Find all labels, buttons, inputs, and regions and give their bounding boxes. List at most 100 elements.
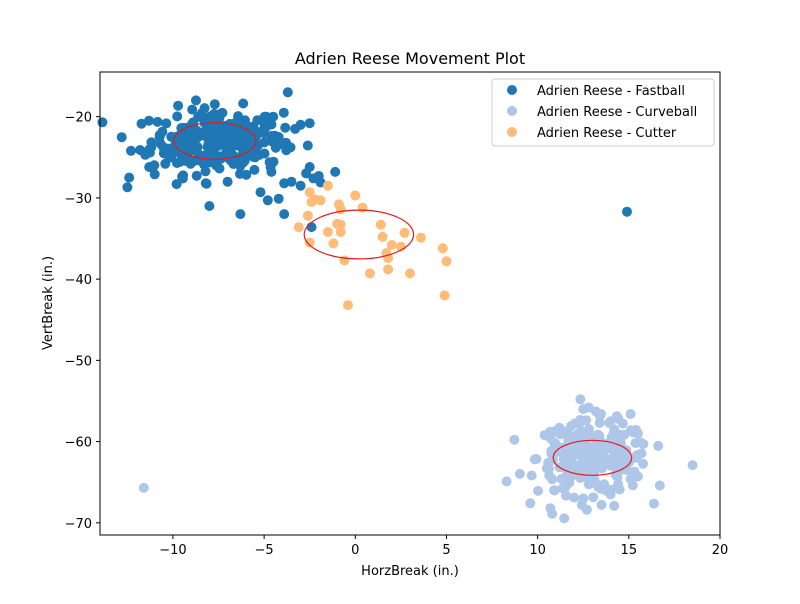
curveball-point bbox=[514, 468, 525, 479]
fastball-point bbox=[204, 121, 215, 132]
fastball-point bbox=[154, 130, 165, 140]
curveball-point bbox=[560, 462, 571, 473]
curveball-point bbox=[566, 421, 577, 431]
legend-marker-fastball bbox=[507, 85, 517, 95]
x-axis-label: HorzBreak (in.) bbox=[361, 564, 459, 579]
cutter-point bbox=[306, 197, 317, 207]
fastball-point bbox=[249, 164, 260, 175]
fastball-point bbox=[622, 206, 632, 217]
legend-marker-cutter bbox=[507, 127, 517, 137]
legend: Adrien Reese - Fastball Adrien Reese - C… bbox=[491, 78, 715, 147]
x-axis-ticks: −10 −5 0 5 10 15 20 bbox=[159, 535, 728, 558]
fastball-point bbox=[273, 193, 284, 204]
cutter-point bbox=[343, 300, 353, 311]
curveball-point bbox=[648, 498, 659, 509]
series-fastball bbox=[97, 87, 632, 233]
legend-marker-curveball bbox=[507, 106, 517, 116]
fastball-point bbox=[205, 111, 216, 122]
legend-label-curveball: Adrien Reese - Curveball bbox=[537, 105, 697, 120]
fastball-point bbox=[161, 118, 172, 129]
curveball-point bbox=[636, 448, 647, 459]
fastball-ellipse bbox=[173, 122, 257, 160]
fastball-point bbox=[306, 222, 317, 233]
x-tick-label: 5 bbox=[442, 543, 450, 558]
x-tick-label: 0 bbox=[351, 543, 359, 558]
fastball-point bbox=[247, 124, 258, 135]
fastball-point bbox=[167, 132, 178, 142]
fastball-point bbox=[191, 95, 201, 106]
fastball-point bbox=[259, 111, 270, 122]
curveball-point bbox=[622, 458, 633, 469]
curveball-point bbox=[529, 454, 540, 465]
cutter-point bbox=[335, 204, 346, 215]
cutter-point bbox=[399, 227, 410, 238]
curveball-point bbox=[630, 438, 641, 449]
cutter-point bbox=[350, 190, 361, 201]
curveball-point bbox=[596, 463, 607, 474]
cutter-point bbox=[386, 240, 397, 250]
fastball-point bbox=[266, 131, 277, 141]
curveball-point bbox=[559, 513, 570, 524]
fastball-point bbox=[226, 134, 237, 145]
fastball-point bbox=[204, 150, 215, 161]
fastball-point bbox=[192, 141, 203, 152]
curveball-point bbox=[576, 499, 587, 510]
fastball-point bbox=[282, 87, 293, 98]
curveball-point bbox=[588, 444, 599, 455]
cutter-point bbox=[377, 231, 388, 242]
cutter-point bbox=[328, 238, 339, 249]
cutter-point bbox=[335, 219, 346, 230]
fastball-point bbox=[225, 142, 236, 153]
cutter-point bbox=[439, 290, 450, 301]
fastball-point bbox=[146, 142, 157, 153]
fastball-point bbox=[286, 176, 297, 187]
cutter-point bbox=[405, 268, 415, 279]
fastball-point bbox=[221, 152, 232, 163]
curveball-point bbox=[609, 500, 620, 511]
plot-frame bbox=[99, 71, 721, 536]
fastball-point bbox=[149, 160, 160, 171]
curveball-point bbox=[629, 466, 640, 477]
curveball-point bbox=[653, 440, 664, 451]
fastball-point bbox=[265, 162, 276, 173]
curveball-point bbox=[608, 428, 619, 439]
curveball-point bbox=[549, 485, 560, 496]
curveball-point bbox=[571, 449, 582, 460]
legend-box bbox=[491, 78, 715, 147]
y-tick-label: −40 bbox=[65, 273, 92, 288]
fastball-point bbox=[279, 209, 290, 220]
fastball-point bbox=[249, 150, 260, 161]
curveball-point bbox=[590, 434, 601, 445]
cutter-point bbox=[293, 222, 304, 233]
fastball-point bbox=[187, 104, 198, 115]
fastball-point bbox=[234, 141, 245, 152]
curveball-point bbox=[587, 464, 598, 475]
fastball-point bbox=[222, 176, 233, 187]
curveball-point bbox=[583, 479, 594, 490]
fastball-point bbox=[262, 195, 273, 206]
fastball-point bbox=[204, 201, 215, 211]
legend-label-fastball: Adrien Reese - Fastball bbox=[537, 84, 685, 99]
curveball-point bbox=[627, 480, 638, 491]
fastball-point bbox=[209, 99, 220, 110]
fastball-point bbox=[214, 163, 225, 174]
curveball-point bbox=[594, 417, 605, 428]
curveball-point bbox=[599, 479, 610, 490]
curveball-point bbox=[575, 394, 586, 405]
curveball-point bbox=[617, 418, 628, 429]
curveball-point bbox=[588, 492, 599, 503]
fastball-point bbox=[266, 119, 277, 130]
fastball-point bbox=[278, 107, 289, 118]
cutter-point bbox=[375, 219, 386, 230]
curveball-point bbox=[596, 499, 607, 510]
curveball-point bbox=[607, 453, 618, 464]
curveball-point bbox=[596, 409, 606, 420]
fastball-point bbox=[122, 182, 133, 193]
curveball-point bbox=[619, 450, 630, 460]
curveball-point bbox=[575, 473, 586, 483]
curveball-point bbox=[570, 430, 581, 441]
x-tick-label: −10 bbox=[159, 543, 186, 558]
curveball-ellipse bbox=[552, 439, 633, 476]
